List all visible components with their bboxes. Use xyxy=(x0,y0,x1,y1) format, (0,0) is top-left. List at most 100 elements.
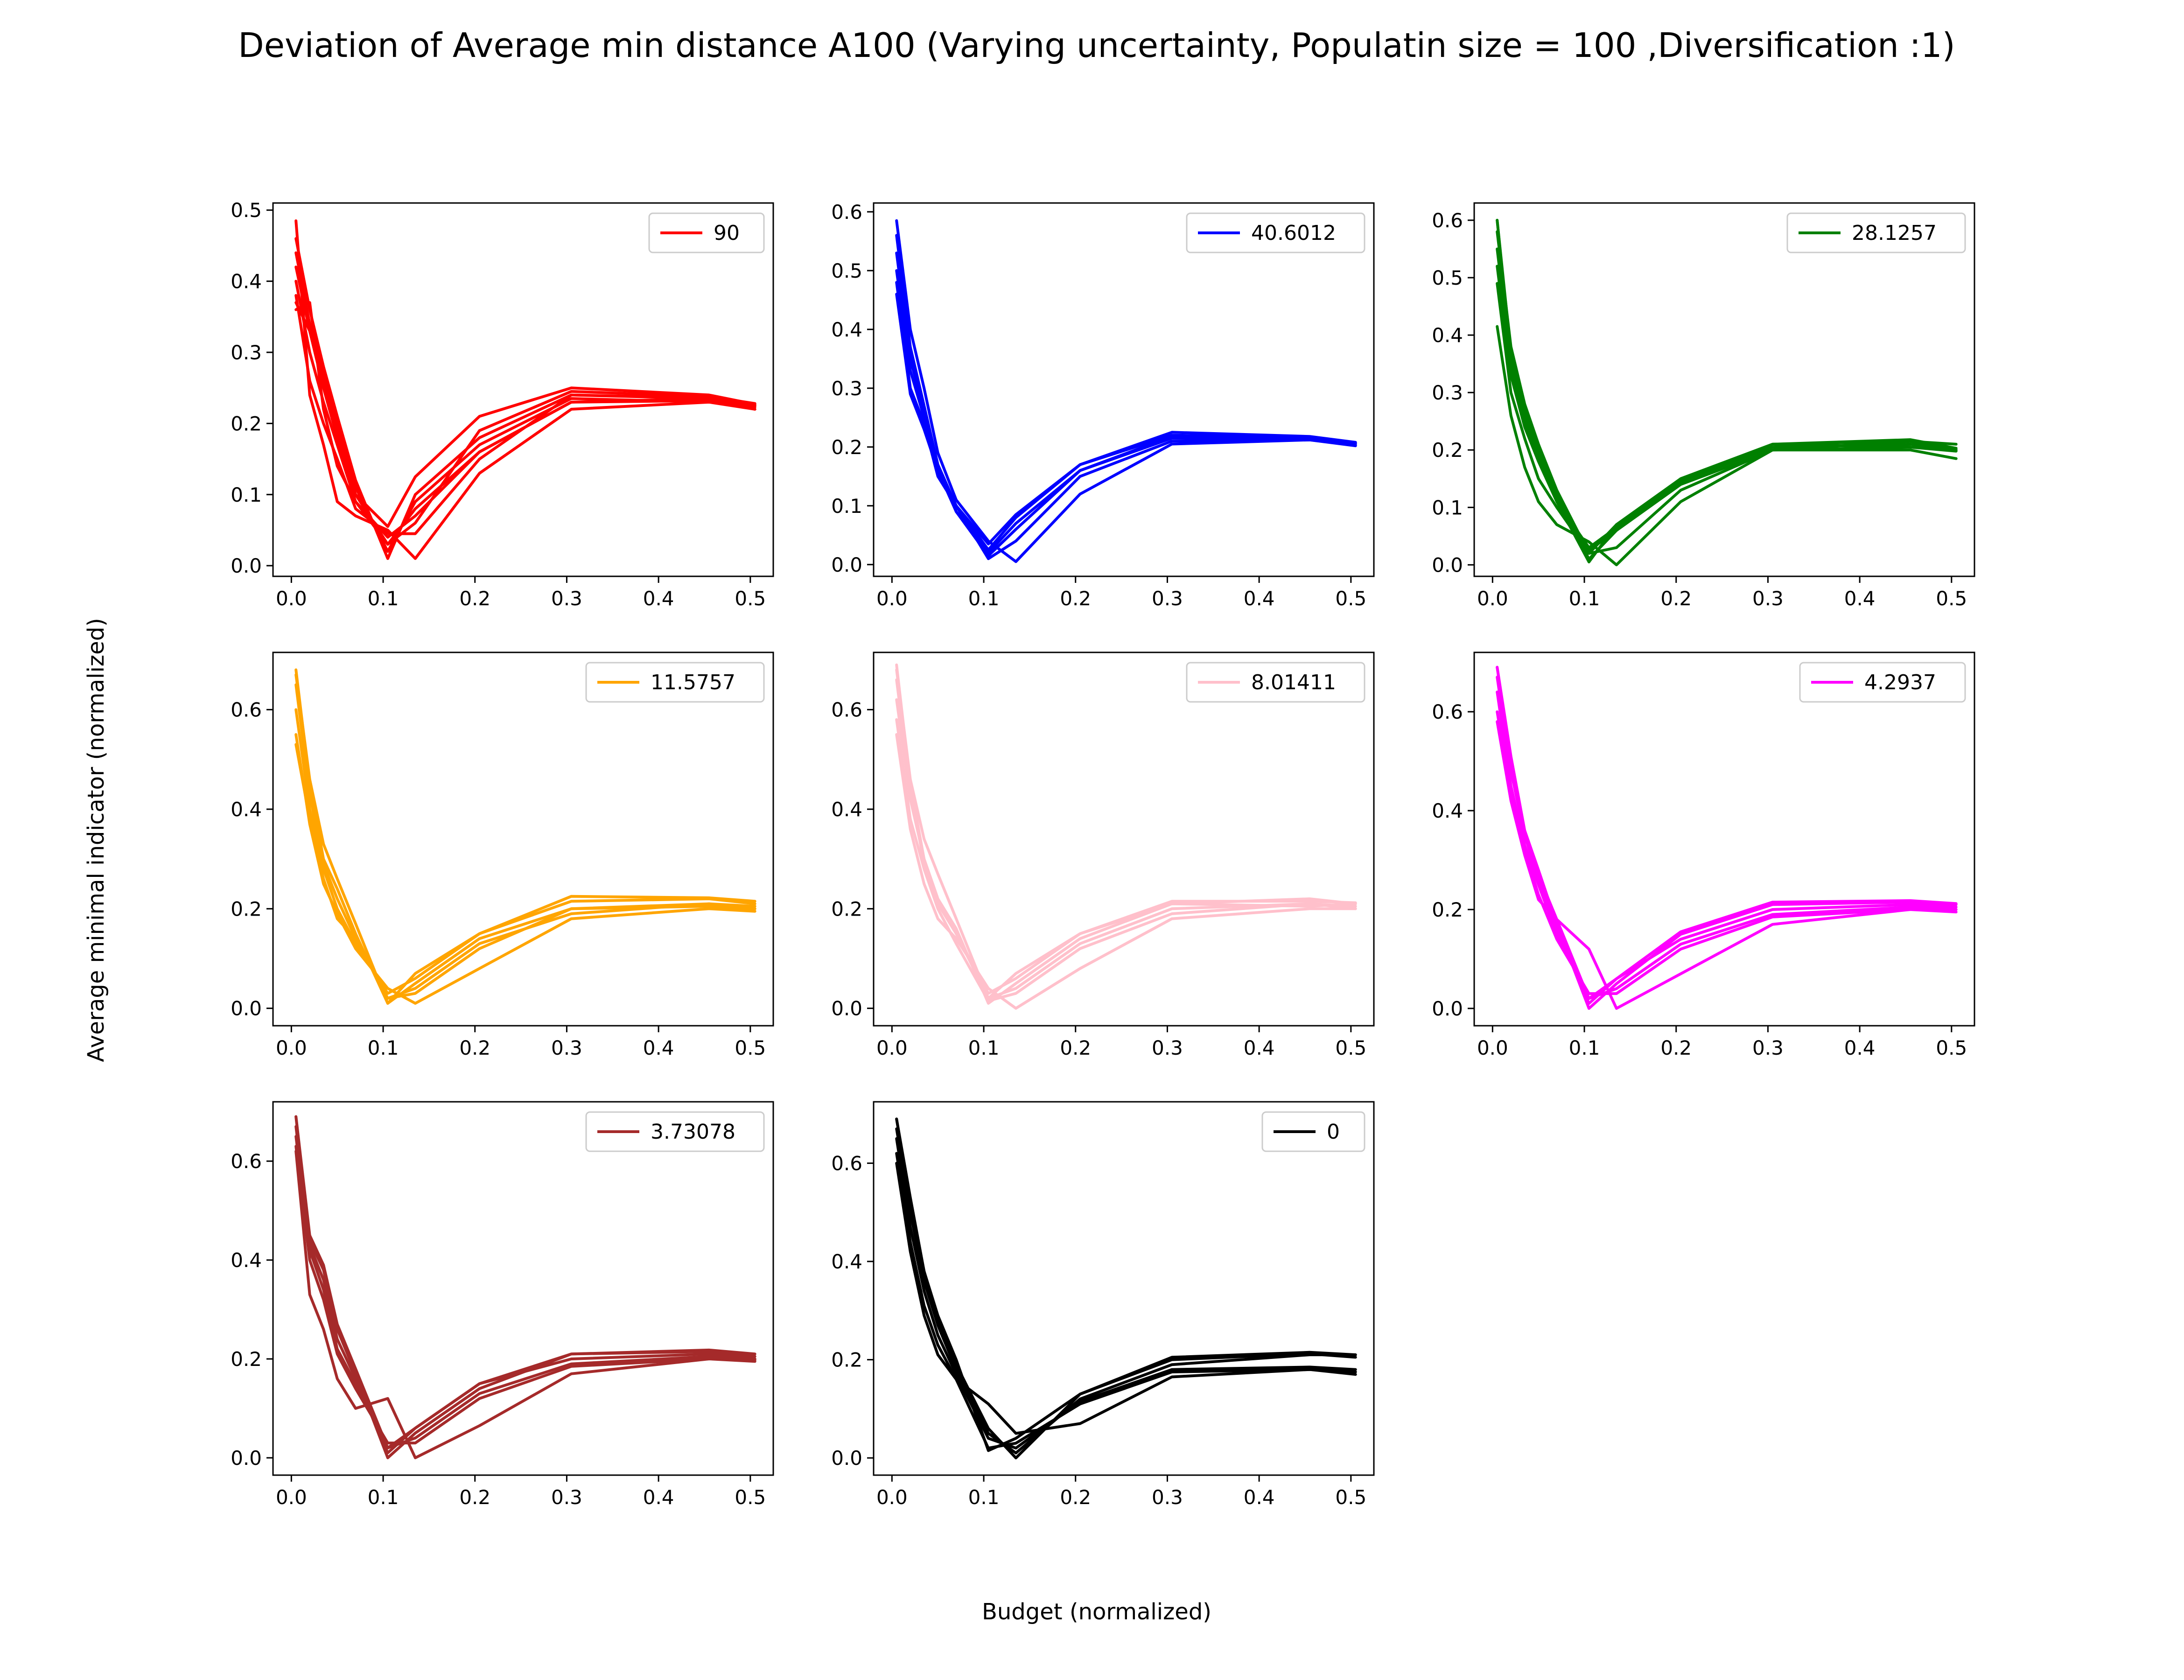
legend-box xyxy=(585,1111,765,1152)
y-tick-label: 0.0 xyxy=(231,997,262,1020)
y-tick-label: 0.4 xyxy=(831,318,862,341)
y-tick-label: 0.5 xyxy=(231,199,262,222)
series-line-5 xyxy=(294,280,756,539)
series-line-6 xyxy=(294,294,756,535)
x-tick-label: 0.1 xyxy=(968,1486,1000,1509)
legend-label: 28.1257 xyxy=(1852,221,1937,245)
x-tick-label: 0.4 xyxy=(1244,587,1275,610)
y-tick-label: 0.2 xyxy=(831,436,862,459)
x-tick-label: 0.1 xyxy=(368,1486,399,1509)
subplot-7: 0.0 0.1 0.2 0.3 0.4 0.5 0.0 0.2 0.4 0.6 3.73078 xyxy=(231,1101,774,1509)
series-group xyxy=(895,1117,1357,1460)
series-line-5 xyxy=(294,743,756,1000)
legend: 8.01411 xyxy=(1186,662,1365,703)
x-tick-label: 0.2 xyxy=(1060,1036,1091,1059)
y-tick-label: 0.4 xyxy=(1432,799,1463,822)
series-line-7 xyxy=(1496,218,1958,552)
legend-label: 90 xyxy=(714,221,740,245)
y-tick-label: 0.0 xyxy=(231,554,262,577)
x-tick-label: 0.1 xyxy=(968,587,1000,610)
legend-label: 40.6012 xyxy=(1251,221,1336,245)
legend-box xyxy=(1799,662,1966,703)
series-line-6 xyxy=(895,293,1357,546)
plot-frame xyxy=(873,1101,1375,1476)
x-tick-label: 0.2 xyxy=(459,1036,490,1059)
x-tick-label: 0.1 xyxy=(368,587,399,610)
legend: 3.73078 xyxy=(585,1111,765,1152)
series-line-6 xyxy=(1496,665,1958,1000)
y-tick-label: 0.4 xyxy=(231,798,262,821)
plot-frame xyxy=(1473,202,1975,577)
x-tick-label: 0.5 xyxy=(1335,587,1366,610)
y-tick-label: 0.2 xyxy=(831,897,862,920)
y-tick-label: 0.5 xyxy=(1432,266,1463,289)
plot-frame xyxy=(272,202,774,577)
y-tick-label: 0.2 xyxy=(831,1349,862,1372)
series-line-6 xyxy=(294,1115,756,1449)
subplot-grid: 0.0 0.1 0.2 0.3 0.4 0.5 0.0 0.1 0.2 0.3 0.4 0.5 90 0.… xyxy=(231,199,1975,1509)
y-tick-label: 0.5 xyxy=(831,259,862,282)
x-tick-label: 0.5 xyxy=(735,1486,766,1509)
y-tick-label: 0.6 xyxy=(231,1150,262,1173)
series-group xyxy=(895,663,1357,1010)
legend: 11.5757 xyxy=(585,662,765,703)
x-tick-label: 0.5 xyxy=(1335,1486,1366,1509)
y-tick-label: 0.6 xyxy=(831,699,862,721)
legend-box xyxy=(1786,212,1966,253)
x-tick-label: 0.3 xyxy=(1752,587,1784,610)
series-line-3 xyxy=(895,1137,1357,1450)
x-tick-label: 0.2 xyxy=(1060,1486,1091,1509)
series-group xyxy=(1496,665,1958,1010)
y-tick-label: 0.4 xyxy=(831,1250,862,1273)
plot-frame xyxy=(272,1101,774,1476)
series-line-3 xyxy=(294,708,756,995)
x-tick-label: 0.0 xyxy=(1477,587,1508,610)
y-tick-label: 0.0 xyxy=(1432,997,1463,1020)
y-tick-label: 0.2 xyxy=(231,1348,262,1371)
x-tick-label: 0.2 xyxy=(1660,587,1692,610)
series-group xyxy=(294,219,756,560)
x-tick-label: 0.5 xyxy=(1936,587,1967,610)
y-tick-label: 0.0 xyxy=(831,1447,862,1470)
legend: 4.2937 xyxy=(1799,662,1966,703)
series-line-2 xyxy=(294,1125,756,1455)
legend-box xyxy=(648,212,765,253)
y-tick-label: 0.1 xyxy=(231,483,262,506)
y-tick-label: 0.3 xyxy=(831,377,862,400)
legend-label: 4.2937 xyxy=(1864,671,1936,694)
x-tick-label: 0.5 xyxy=(735,587,766,610)
series-line-5 xyxy=(895,1162,1357,1435)
x-tick-label: 0.0 xyxy=(876,1036,908,1059)
y-tick-label: 0.6 xyxy=(1432,209,1463,232)
series-line-4 xyxy=(1496,265,1958,564)
series-line-2 xyxy=(895,234,1357,560)
x-tick-label: 0.4 xyxy=(643,587,674,610)
x-tick-label: 0.4 xyxy=(643,1486,674,1509)
subplot-1: 0.0 0.1 0.2 0.3 0.4 0.5 0.0 0.1 0.2 0.3 0.4 0.5 90 xyxy=(231,199,774,610)
subplot-6: 0.0 0.1 0.2 0.3 0.4 0.5 0.0 0.2 0.4 0.6 4.2937 xyxy=(1432,651,1975,1059)
y-tick-label: 0.0 xyxy=(831,997,862,1020)
series-line-8 xyxy=(294,301,756,528)
subplot-4: 0.0 0.1 0.2 0.3 0.4 0.5 0.0 0.2 0.4 0.6 11.5757 xyxy=(231,651,774,1059)
series-group xyxy=(1496,218,1958,567)
x-tick-label: 0.4 xyxy=(1244,1486,1275,1509)
x-tick-label: 0.0 xyxy=(276,1036,307,1059)
y-tick-label: 0.4 xyxy=(831,798,862,821)
x-tick-label: 0.3 xyxy=(551,1486,582,1509)
legend: 90 xyxy=(648,212,765,253)
y-tick-label: 0.0 xyxy=(231,1447,262,1470)
x-axis-label: Budget (normalized) xyxy=(982,1599,1211,1625)
x-tick-label: 0.1 xyxy=(1569,587,1600,610)
plot-frame xyxy=(873,202,1375,577)
series-line-2 xyxy=(895,1127,1357,1455)
series-line-1 xyxy=(895,219,1357,563)
series-line-5 xyxy=(1496,720,1958,1010)
y-tick-label: 0.0 xyxy=(831,553,862,576)
legend: 40.6012 xyxy=(1186,212,1365,253)
x-tick-label: 0.3 xyxy=(1152,587,1183,610)
y-tick-label: 0.1 xyxy=(1432,496,1463,519)
series-line-4 xyxy=(294,1145,756,1445)
series-line-6 xyxy=(1496,325,1958,567)
x-tick-label: 0.3 xyxy=(1152,1486,1183,1509)
